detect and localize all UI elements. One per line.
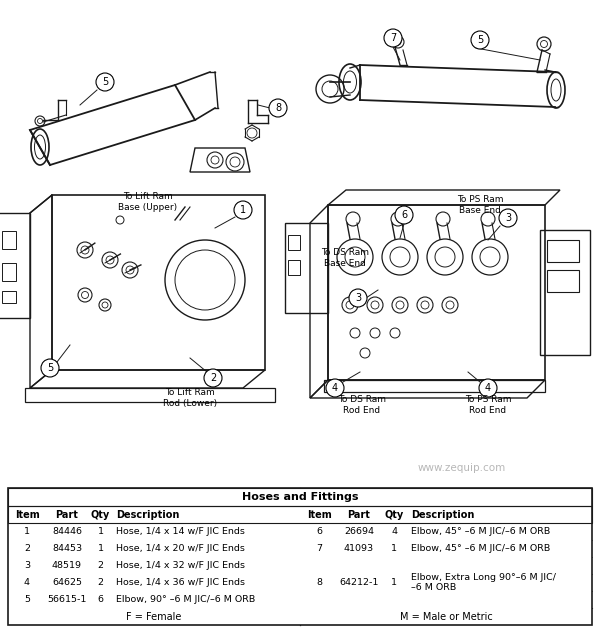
Text: 5: 5 (47, 363, 53, 373)
Text: To PS Ram
Rod End: To PS Ram Rod End (465, 395, 511, 415)
Text: 26694: 26694 (344, 527, 374, 536)
Text: 64212-1: 64212-1 (340, 578, 379, 587)
Bar (2, 231, 16, 249)
Text: Elbow, Extra Long 90°–6 M JIC/
–6 M ORB: Elbow, Extra Long 90°–6 M JIC/ –6 M ORB (411, 573, 556, 592)
Text: 6: 6 (316, 527, 322, 536)
Text: Hose, 1/4 x 32 w/F JIC Ends: Hose, 1/4 x 32 w/F JIC Ends (116, 561, 245, 570)
Bar (25, 388, 275, 402)
Text: 3: 3 (355, 293, 361, 303)
Text: 1: 1 (97, 544, 104, 553)
Text: 41093: 41093 (344, 544, 374, 553)
Text: To DS Ram
Base End: To DS Ram Base End (321, 248, 369, 268)
Text: 56615-1: 56615-1 (47, 595, 86, 604)
Text: 3: 3 (24, 561, 30, 570)
Text: To Lift Ram
Rod (Lower): To Lift Ram Rod (Lower) (163, 388, 217, 408)
Text: Item: Item (14, 509, 40, 520)
Text: Description: Description (116, 509, 179, 520)
Text: 1: 1 (391, 578, 397, 587)
Text: 4: 4 (485, 383, 491, 393)
Bar (0, 213, 30, 318)
Circle shape (479, 379, 497, 397)
Text: Qty: Qty (91, 509, 110, 520)
Bar (547, 270, 579, 292)
Text: 1: 1 (240, 205, 246, 215)
Text: 8: 8 (316, 578, 322, 587)
Circle shape (326, 379, 344, 397)
Circle shape (41, 359, 59, 377)
Bar (8, 488, 592, 506)
Text: Elbow, 45° –6 M JIC/–6 M ORB: Elbow, 45° –6 M JIC/–6 M ORB (411, 527, 550, 536)
Bar (540, 230, 590, 355)
Text: Part: Part (56, 509, 79, 520)
Text: 7: 7 (316, 544, 322, 553)
Bar (8, 506, 592, 523)
Text: 5: 5 (102, 77, 108, 87)
Text: 5: 5 (24, 595, 30, 604)
Text: 6: 6 (401, 210, 407, 220)
Text: 2: 2 (24, 544, 30, 553)
Circle shape (395, 206, 413, 224)
Text: Qty: Qty (385, 509, 404, 520)
Bar (52, 195, 265, 370)
Circle shape (384, 29, 402, 47)
Circle shape (269, 99, 287, 117)
Bar (288, 260, 300, 275)
Bar (288, 235, 300, 250)
Text: Description: Description (411, 509, 475, 520)
Text: Hoses and Fittings: Hoses and Fittings (242, 492, 358, 502)
Text: M = Male or Metric: M = Male or Metric (400, 611, 493, 621)
Text: Elbow, 90° –6 M JIC/–6 M ORB: Elbow, 90° –6 M JIC/–6 M ORB (116, 595, 255, 604)
Text: 4: 4 (24, 578, 30, 587)
Circle shape (349, 289, 367, 307)
Bar (328, 205, 545, 380)
Text: To DS Ram
Rod End: To DS Ram Rod End (338, 395, 386, 415)
Bar (8, 488, 592, 625)
Text: www.zequip.com: www.zequip.com (418, 463, 506, 473)
Text: To Lift Ram
Base (Upper): To Lift Ram Base (Upper) (118, 192, 178, 212)
Bar (285, 223, 328, 313)
Bar (2, 263, 16, 281)
Text: To PS Ram
Base End: To PS Ram Base End (457, 195, 503, 215)
Text: Hose, 1/4 x 14 w/F JIC Ends: Hose, 1/4 x 14 w/F JIC Ends (116, 527, 245, 536)
Text: 4: 4 (332, 383, 338, 393)
Text: Hose, 1/4 x 36 w/F JIC Ends: Hose, 1/4 x 36 w/F JIC Ends (116, 578, 245, 587)
Text: 8: 8 (275, 103, 281, 113)
Text: 1: 1 (391, 544, 397, 553)
Bar (324, 380, 545, 392)
Bar (2, 291, 16, 303)
Text: 64625: 64625 (52, 578, 82, 587)
Text: 48519: 48519 (52, 561, 82, 570)
Text: 3: 3 (505, 213, 511, 223)
Text: Hose, 1/4 x 20 w/F JIC Ends: Hose, 1/4 x 20 w/F JIC Ends (116, 544, 245, 553)
Circle shape (96, 73, 114, 91)
Circle shape (499, 209, 517, 227)
Text: Item: Item (307, 509, 331, 520)
Bar (547, 240, 579, 262)
Text: 2: 2 (97, 578, 104, 587)
Circle shape (204, 369, 222, 387)
Text: F = Female: F = Female (127, 611, 182, 621)
Text: 2: 2 (210, 373, 216, 383)
Text: 84453: 84453 (52, 544, 82, 553)
Text: 6: 6 (97, 595, 104, 604)
Text: 4: 4 (391, 527, 397, 536)
Circle shape (471, 31, 489, 49)
Text: 5: 5 (477, 35, 483, 45)
Text: Elbow, 45° –6 M JIC/–6 M ORB: Elbow, 45° –6 M JIC/–6 M ORB (411, 544, 550, 553)
Text: 1: 1 (97, 527, 104, 536)
Text: Part: Part (347, 509, 370, 520)
Text: 84446: 84446 (52, 527, 82, 536)
Text: 2: 2 (97, 561, 104, 570)
Text: 1: 1 (24, 527, 30, 536)
Text: 7: 7 (390, 33, 396, 43)
Circle shape (234, 201, 252, 219)
